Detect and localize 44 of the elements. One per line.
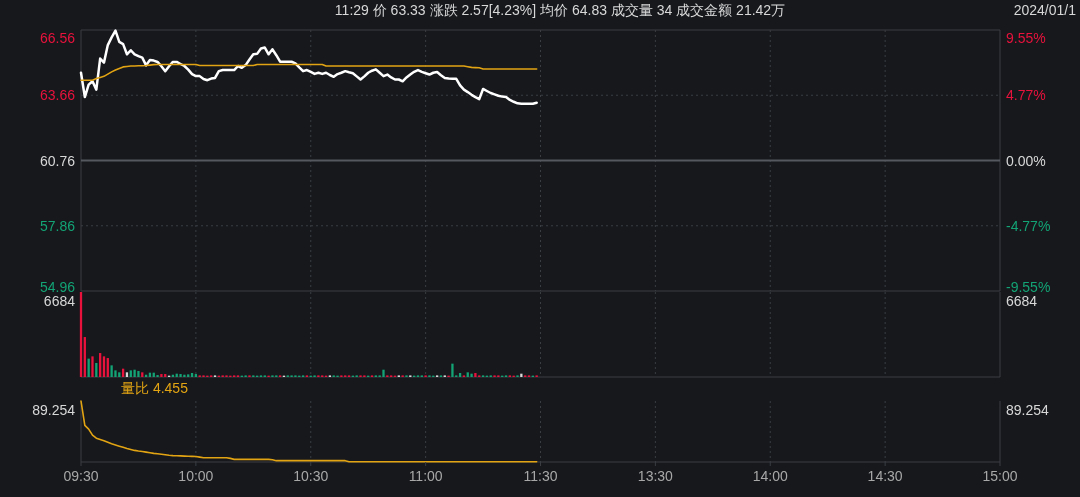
text: 89.254 (32, 402, 76, 418)
y2-tick-label: -9.55% (1006, 279, 1051, 295)
y2-tick-label: 0.00% (1006, 152, 1046, 169)
bar (183, 374, 186, 377)
y-tick-label: 63.66 (39, 87, 76, 104)
bar (160, 374, 163, 377)
text: 89.254 (1006, 402, 1050, 418)
text: 2024/01/1 (1013, 2, 1077, 18)
x-tick-label: 14:30 (867, 468, 903, 484)
bar (520, 373, 523, 377)
text: 量比 4.455 (121, 380, 189, 396)
bar (470, 373, 473, 377)
y-tick-label: 60.76 (39, 152, 76, 169)
x-tick-label: 15:00 (982, 468, 1018, 484)
text: 6684 (1006, 293, 1038, 309)
y-tick-label: 66.56 (39, 30, 76, 46)
y2-tick-label: 9.55% (1006, 30, 1046, 46)
bar (129, 370, 132, 377)
chart-title: 11:29 价 63.33 涨跌 2.57[4.23%] 均价 64.83 成交量 34 成交金额 21.42万 (334, 2, 786, 18)
bar (179, 374, 182, 377)
x-tick-label: 10:00 (178, 468, 214, 484)
bar (118, 372, 121, 377)
x-tick-label: 11:00 (408, 468, 443, 484)
x-tick-label: 13:30 (637, 468, 674, 484)
bar (187, 374, 190, 377)
x-tick-label: 09:30 (63, 468, 99, 484)
bar (91, 356, 94, 377)
y2-tick-label: 4.77% (1006, 87, 1046, 104)
bar (451, 363, 454, 377)
bar (141, 372, 144, 377)
y2-tick-label: -4.77% (1006, 217, 1051, 234)
bar (474, 373, 477, 377)
text: 6684 (43, 293, 76, 309)
bar (110, 365, 113, 377)
x-tick-label: 14:00 (752, 468, 788, 484)
y-tick-label: 57.86 (39, 217, 76, 234)
bar (125, 372, 129, 377)
x-tick-label: 10:30 (293, 468, 329, 484)
bar (466, 372, 469, 377)
x-tick-label: 11:30 (523, 468, 558, 484)
bar (133, 369, 136, 377)
y-tick-label: 54.96 (39, 279, 76, 295)
bar (137, 370, 140, 377)
bar (382, 369, 385, 377)
